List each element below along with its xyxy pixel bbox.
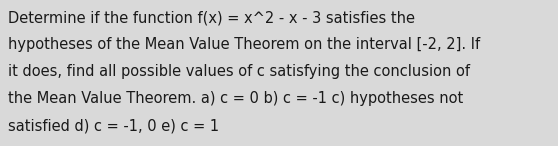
Text: hypotheses of the Mean Value Theorem on the interval [-2, 2]. If: hypotheses of the Mean Value Theorem on … [8, 37, 480, 52]
Text: it does, find all possible values of c satisfying the conclusion of: it does, find all possible values of c s… [8, 64, 470, 79]
Text: Determine if the function f(x) = x^2 - x - 3 satisfies the: Determine if the function f(x) = x^2 - x… [8, 10, 415, 25]
Text: the Mean Value Theorem. a) c = 0 b) c = -1 c) hypotheses not: the Mean Value Theorem. a) c = 0 b) c = … [8, 91, 464, 106]
Text: satisfied d) c = -1, 0 e) c = 1: satisfied d) c = -1, 0 e) c = 1 [8, 118, 219, 133]
